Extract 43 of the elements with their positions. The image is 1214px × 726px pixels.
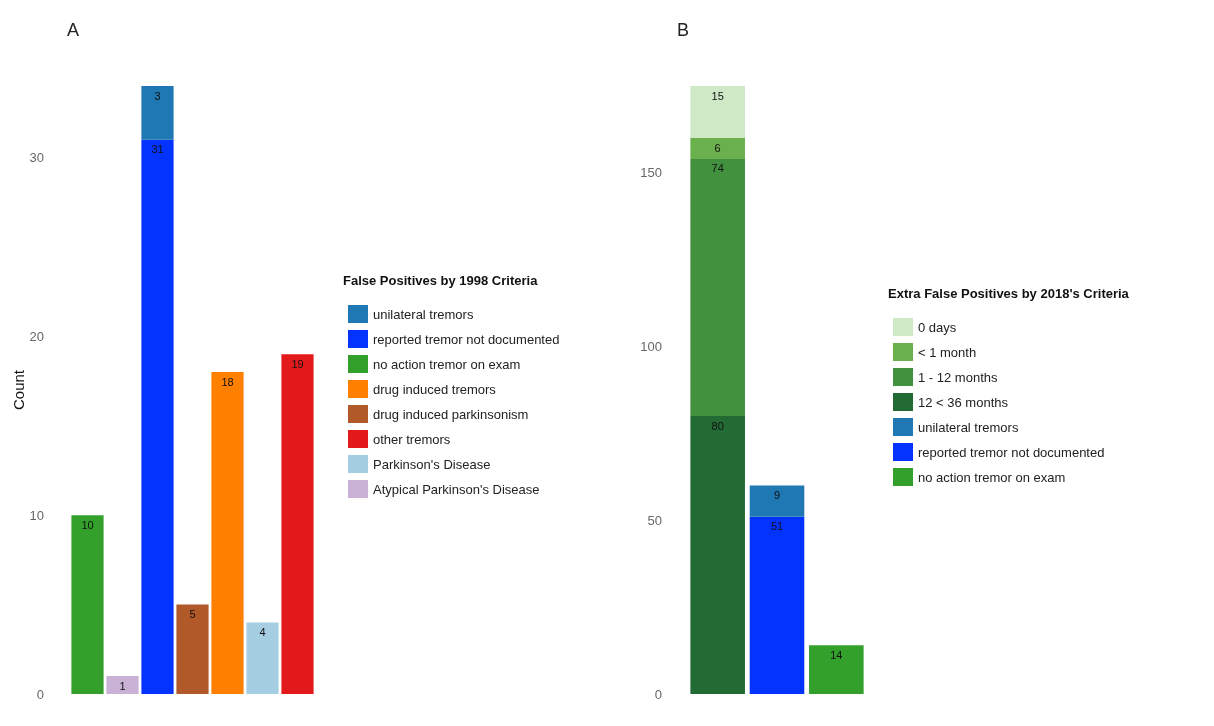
data-label: 18 [221, 375, 234, 388]
data-label: 3 [154, 89, 161, 102]
legend-label: no action tremor on exam [373, 356, 521, 372]
legend-label: other tremors [373, 431, 451, 447]
legend-label: drug induced tremors [373, 381, 497, 397]
data-label: 6 [714, 141, 721, 154]
legend-title: False Positives by 1998 Criteria [343, 273, 539, 288]
legend-label: unilateral tremors [918, 419, 1019, 435]
y-tick-label: 20 [29, 328, 44, 344]
legend-label: Parkinson's Disease [373, 456, 491, 472]
legend-label: drug induced parkinsonism [373, 406, 529, 422]
data-label: 19 [291, 357, 304, 370]
y-axis-title: Count [9, 369, 27, 411]
y-tick-label: 150 [640, 165, 662, 181]
chart-title: A [67, 20, 80, 40]
y-tick-label: 10 [29, 507, 44, 523]
data-label: 5 [189, 608, 196, 621]
legend-title: Extra False Positives by 2018's Criteria [888, 286, 1130, 301]
y-tick-label: 100 [640, 339, 662, 355]
data-label: 15 [711, 89, 724, 102]
legend-label: Atypical Parkinson's Disease [373, 481, 540, 497]
legend-label: 1 - 12 months [918, 369, 998, 385]
data-label: 31 [151, 143, 164, 156]
data-label: 51 [770, 520, 784, 533]
legend-label: 12 < 36 months [918, 394, 1009, 410]
data-label: 80 [711, 419, 724, 432]
data-label: 10 [81, 518, 94, 531]
y-tick-label: 0 [36, 686, 44, 702]
chart-title: B [677, 20, 690, 40]
legend-label: < 1 month [918, 344, 977, 360]
data-label: 4 [259, 625, 266, 638]
legend-label: unilateral tremors [373, 306, 474, 322]
y-tick-label: 50 [647, 512, 662, 528]
y-tick-label: 30 [29, 150, 44, 166]
data-label: 14 [830, 648, 843, 661]
y-tick-label: 0 [654, 686, 662, 702]
legend-label: reported tremor not documented [918, 444, 1105, 460]
data-label: 1 [119, 679, 126, 692]
legend-label: 0 days [918, 319, 957, 335]
legend-label: reported tremor not documented [373, 331, 560, 347]
data-label: 9 [773, 489, 781, 502]
legend-label: no action tremor on exam [918, 469, 1066, 485]
data-label: 74 [711, 162, 724, 175]
